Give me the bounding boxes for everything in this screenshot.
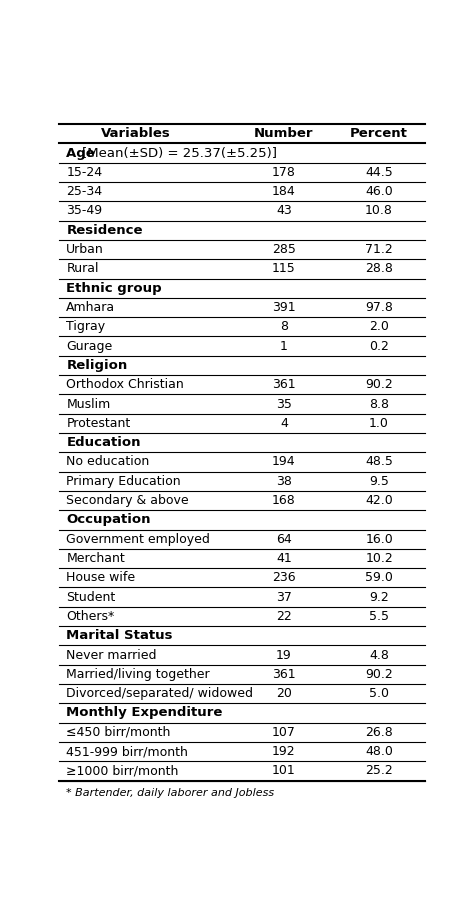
Text: 1.0: 1.0	[369, 417, 389, 429]
Text: ≤450 birr/month: ≤450 birr/month	[66, 726, 171, 738]
Text: Number: Number	[254, 127, 314, 140]
Text: Monthly Expenditure: Monthly Expenditure	[66, 707, 223, 719]
Text: Urban: Urban	[66, 243, 104, 256]
Text: 37: 37	[276, 591, 292, 603]
Text: 194: 194	[272, 456, 296, 468]
Text: 43: 43	[276, 205, 292, 217]
Text: 107: 107	[272, 726, 296, 738]
Text: 184: 184	[272, 185, 296, 198]
Text: 25.2: 25.2	[365, 765, 393, 777]
Text: Percent: Percent	[350, 127, 408, 140]
Text: [Mean(±SD) = 25.37(±5.25)]: [Mean(±SD) = 25.37(±5.25)]	[82, 147, 277, 159]
Text: Marital Status: Marital Status	[66, 630, 173, 642]
Text: 8: 8	[280, 321, 288, 333]
Text: 22: 22	[276, 610, 292, 623]
Text: 5.5: 5.5	[369, 610, 389, 623]
Text: 90.2: 90.2	[365, 668, 393, 680]
Text: House wife: House wife	[66, 572, 135, 584]
Text: 59.0: 59.0	[365, 572, 393, 584]
Text: Variables: Variables	[101, 127, 171, 140]
Text: 90.2: 90.2	[365, 378, 393, 391]
Text: 9.5: 9.5	[369, 475, 389, 487]
Text: 41: 41	[276, 552, 292, 565]
Text: 451-999 birr/month: 451-999 birr/month	[66, 745, 188, 758]
Text: 391: 391	[272, 301, 296, 314]
Text: Rural: Rural	[66, 263, 99, 275]
Text: 71.2: 71.2	[365, 243, 393, 256]
Text: 192: 192	[272, 745, 296, 758]
Text: 168: 168	[272, 494, 296, 507]
Text: 26.8: 26.8	[365, 726, 393, 738]
Text: 15-24: 15-24	[66, 166, 102, 178]
Text: Tigray: Tigray	[66, 321, 105, 333]
Text: 28.8: 28.8	[365, 263, 393, 275]
Text: Protestant: Protestant	[66, 417, 131, 429]
Text: 1: 1	[280, 340, 288, 352]
Text: 361: 361	[272, 378, 296, 391]
Text: 19: 19	[276, 649, 292, 661]
Text: 178: 178	[272, 166, 296, 178]
Text: 97.8: 97.8	[365, 301, 393, 314]
Text: Student: Student	[66, 591, 116, 603]
Text: Amhara: Amhara	[66, 301, 116, 314]
Text: Divorced/separated/ widowed: Divorced/separated/ widowed	[66, 687, 253, 700]
Text: 101: 101	[272, 765, 296, 777]
Text: Gurage: Gurage	[66, 340, 112, 352]
Text: Never married: Never married	[66, 649, 157, 661]
Text: Government employed: Government employed	[66, 533, 210, 545]
Text: 42.0: 42.0	[365, 494, 393, 507]
Text: Religion: Religion	[66, 359, 127, 372]
Text: 2.0: 2.0	[369, 321, 389, 333]
Text: 48.5: 48.5	[365, 456, 393, 468]
Text: Residence: Residence	[66, 224, 143, 236]
Text: Primary Education: Primary Education	[66, 475, 181, 487]
Text: 10.8: 10.8	[365, 205, 393, 217]
Text: 10.2: 10.2	[365, 552, 393, 565]
Text: 64: 64	[276, 533, 292, 545]
Text: 25-34: 25-34	[66, 185, 102, 198]
Text: 5.0: 5.0	[369, 687, 389, 700]
Text: Ethnic group: Ethnic group	[66, 282, 162, 294]
Text: 0.2: 0.2	[369, 340, 389, 352]
Text: Merchant: Merchant	[66, 552, 125, 565]
Text: Others*: Others*	[66, 610, 115, 623]
Text: No education: No education	[66, 456, 150, 468]
Text: 236: 236	[272, 572, 296, 584]
Text: 20: 20	[276, 687, 292, 700]
Text: * Bartender, daily laborer and Jobless: * Bartender, daily laborer and Jobless	[66, 788, 274, 798]
Text: Muslim: Muslim	[66, 398, 110, 410]
Text: 285: 285	[272, 243, 296, 256]
Text: 35: 35	[276, 398, 292, 410]
Text: Orthodox Christian: Orthodox Christian	[66, 378, 184, 391]
Text: 35-49: 35-49	[66, 205, 102, 217]
Text: 4: 4	[280, 417, 288, 429]
Text: 8.8: 8.8	[369, 398, 389, 410]
Text: 44.5: 44.5	[365, 166, 393, 178]
Text: 361: 361	[272, 668, 296, 680]
Text: ≥1000 birr/month: ≥1000 birr/month	[66, 765, 179, 777]
Text: 38: 38	[276, 475, 292, 487]
Text: 115: 115	[272, 263, 296, 275]
Text: Age: Age	[66, 147, 100, 159]
Text: Education: Education	[66, 436, 141, 449]
Text: 48.0: 48.0	[365, 745, 393, 758]
Text: 46.0: 46.0	[365, 185, 393, 198]
Text: 16.0: 16.0	[365, 533, 393, 545]
Text: Occupation: Occupation	[66, 514, 151, 526]
Text: Secondary & above: Secondary & above	[66, 494, 189, 507]
Text: 9.2: 9.2	[369, 591, 389, 603]
Text: 4.8: 4.8	[369, 649, 389, 661]
Text: Married/living together: Married/living together	[66, 668, 210, 680]
